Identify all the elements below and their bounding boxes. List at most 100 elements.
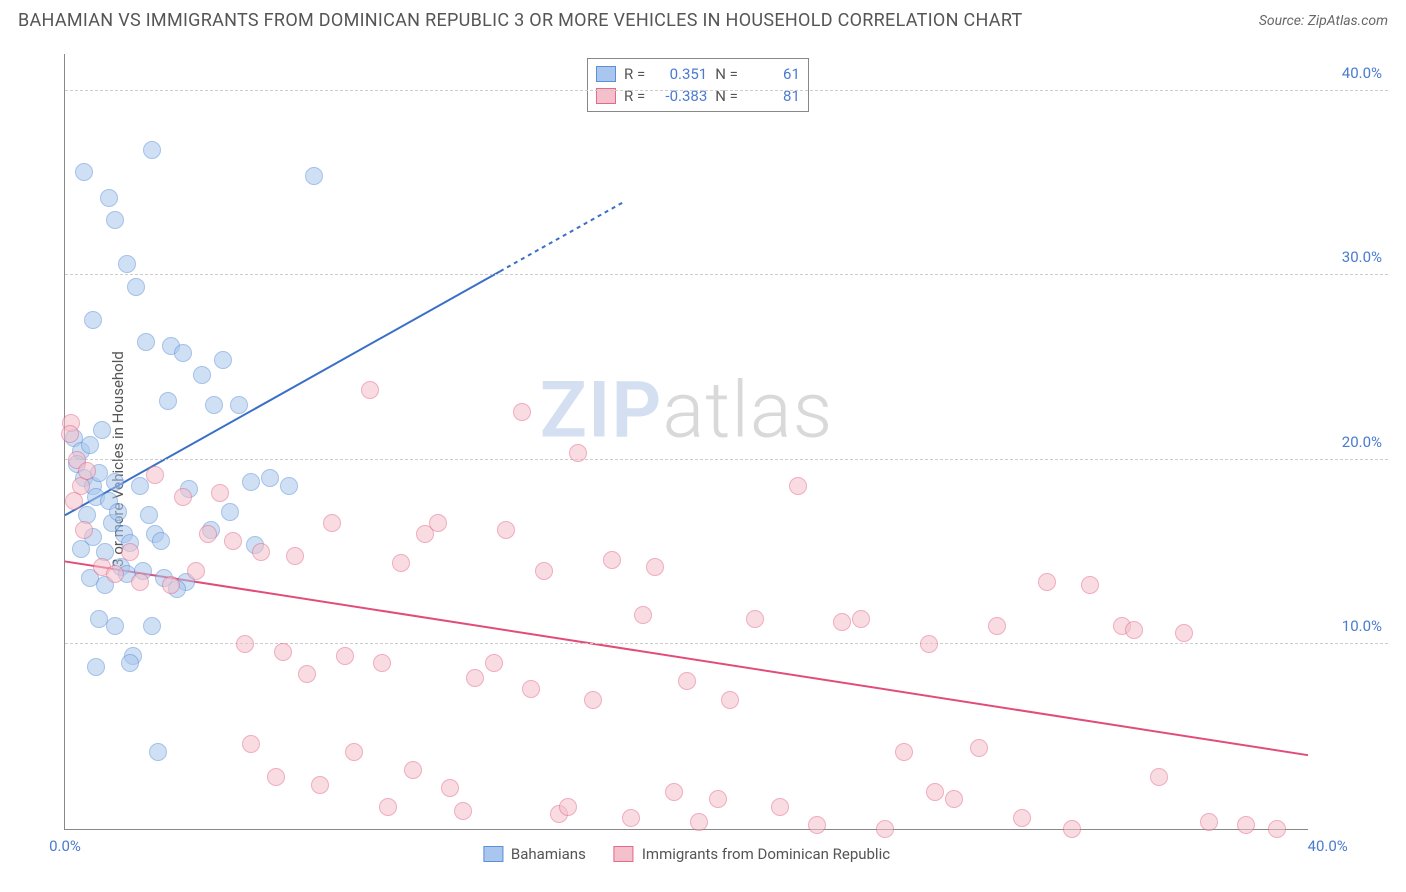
data-point (221, 503, 239, 521)
data-point (535, 562, 553, 580)
data-point (709, 790, 727, 808)
data-point (75, 163, 93, 181)
data-point (876, 820, 894, 838)
data-point (559, 798, 577, 816)
correlation-box: R =0.351N =61R =-0.383N =81 (587, 58, 809, 112)
y-tick-label: 40.0% (1342, 64, 1382, 82)
chart-title: BAHAMIAN VS IMMIGRANTS FROM DOMINICAN RE… (18, 10, 1023, 31)
data-point (1150, 768, 1168, 786)
n-value: 61 (746, 65, 800, 83)
legend-label: Bahamians (511, 845, 586, 863)
data-point (211, 484, 229, 502)
data-point (236, 635, 254, 653)
data-point (93, 421, 111, 439)
data-point (336, 647, 354, 665)
gridline (65, 90, 1388, 91)
data-point (361, 381, 379, 399)
data-point (298, 665, 316, 683)
data-point (678, 672, 696, 690)
data-point (646, 558, 664, 576)
data-point (121, 654, 139, 672)
legend-item: Immigrants from Dominican Republic (614, 845, 890, 863)
data-point (87, 658, 105, 676)
legend-swatch (483, 846, 503, 862)
y-tick-label: 30.0% (1342, 248, 1382, 266)
data-point (513, 403, 531, 421)
data-point (345, 743, 363, 761)
data-point (205, 396, 223, 414)
data-point (61, 425, 79, 443)
data-point (81, 436, 99, 454)
data-point (634, 606, 652, 624)
data-point (121, 543, 139, 561)
data-point (137, 333, 155, 351)
data-point (429, 514, 447, 532)
data-point (261, 469, 279, 487)
data-point (152, 532, 170, 550)
data-point (603, 551, 621, 569)
data-point (106, 473, 124, 491)
data-point (131, 573, 149, 591)
data-point (146, 466, 164, 484)
data-point (100, 189, 118, 207)
data-point (1175, 624, 1193, 642)
n-label: N = (715, 65, 738, 83)
data-point (106, 211, 124, 229)
data-point (441, 779, 459, 797)
data-point (187, 562, 205, 580)
data-point (622, 809, 640, 827)
gridline (65, 643, 1388, 644)
data-point (149, 743, 167, 761)
data-point (1125, 621, 1143, 639)
data-point (174, 344, 192, 362)
data-point (970, 739, 988, 757)
data-point (252, 543, 270, 561)
data-point (242, 735, 260, 753)
plot-area: ZIPatlas R =0.351N =61R =-0.383N =81 Bah… (64, 54, 1308, 830)
watermark-zip: ZIP (540, 365, 663, 456)
x-tick-label: 40.0% (1308, 837, 1348, 855)
data-point (143, 617, 161, 635)
data-point (771, 798, 789, 816)
data-point (1013, 809, 1031, 827)
data-point (242, 473, 260, 491)
data-point (214, 351, 232, 369)
data-point (286, 547, 304, 565)
data-point (522, 680, 540, 698)
y-tick-label: 20.0% (1342, 433, 1382, 451)
data-point (311, 776, 329, 794)
data-point (75, 521, 93, 539)
data-point (373, 654, 391, 672)
data-point (274, 643, 292, 661)
data-point (1200, 813, 1218, 831)
data-point (106, 617, 124, 635)
r-value: 0.351 (653, 65, 707, 83)
data-point (852, 610, 870, 628)
data-point (118, 255, 136, 273)
data-point (143, 141, 161, 159)
data-point (895, 743, 913, 761)
trend-lines (65, 54, 1308, 829)
data-point (131, 477, 149, 495)
correlation-row: R =-0.383N =81 (596, 85, 800, 107)
data-point (193, 366, 211, 384)
data-point (1063, 820, 1081, 838)
data-point (1038, 573, 1056, 591)
data-point (808, 816, 826, 834)
data-point (789, 477, 807, 495)
legend: Bahamians Immigrants from Dominican Repub… (483, 845, 890, 863)
data-point (379, 798, 397, 816)
data-point (665, 783, 683, 801)
data-point (454, 802, 472, 820)
data-point (926, 783, 944, 801)
data-point (945, 790, 963, 808)
data-point (109, 503, 127, 521)
data-point (199, 525, 217, 543)
data-point (140, 506, 158, 524)
data-point (690, 813, 708, 831)
data-point (1081, 576, 1099, 594)
data-point (224, 532, 242, 550)
gridline (65, 459, 1388, 460)
data-point (497, 521, 515, 539)
data-point (392, 554, 410, 572)
